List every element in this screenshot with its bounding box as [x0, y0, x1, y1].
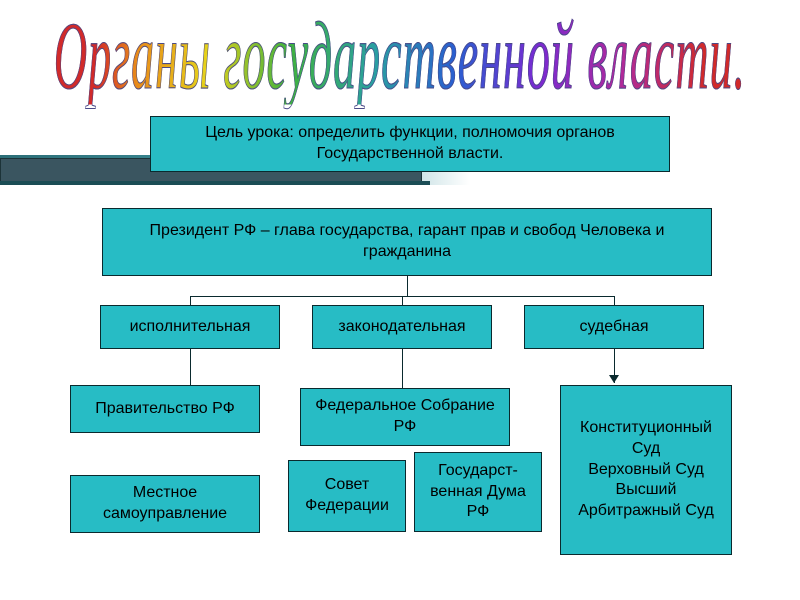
connector-v	[402, 296, 403, 305]
connector-arrow-icon	[609, 375, 619, 383]
slide-title-wrap: Органы государственной власти.	[0, 8, 800, 54]
node-duma: Государст-венная Дума РФ	[414, 452, 542, 532]
node-courts: Конституционный СудВерховный СудВысший А…	[560, 385, 732, 555]
node-gov: Правительство РФ	[70, 385, 260, 433]
connector-v	[407, 276, 408, 296]
node-president: Президент РФ – глава государства, гарант…	[102, 208, 712, 276]
node-fedassm: Федеральное Собрание РФ	[300, 388, 510, 446]
node-exec: исполнительная	[100, 305, 280, 349]
slide-title: Органы государственной власти.	[54, 8, 746, 105]
slide-canvas: Органы государственной власти. Цель урок…	[0, 0, 800, 600]
node-legis: законодательная	[312, 305, 492, 349]
connector-v	[402, 349, 403, 388]
node-sovfed: Совет Федерации	[288, 460, 406, 532]
node-jud: судебная	[524, 305, 704, 349]
connector-v	[190, 296, 191, 305]
connector-v	[614, 296, 615, 305]
connector-v	[190, 349, 191, 385]
node-local: Местное самоуправление	[70, 475, 260, 533]
node-goal: Цель урока: определить функции, полномоч…	[150, 116, 670, 172]
